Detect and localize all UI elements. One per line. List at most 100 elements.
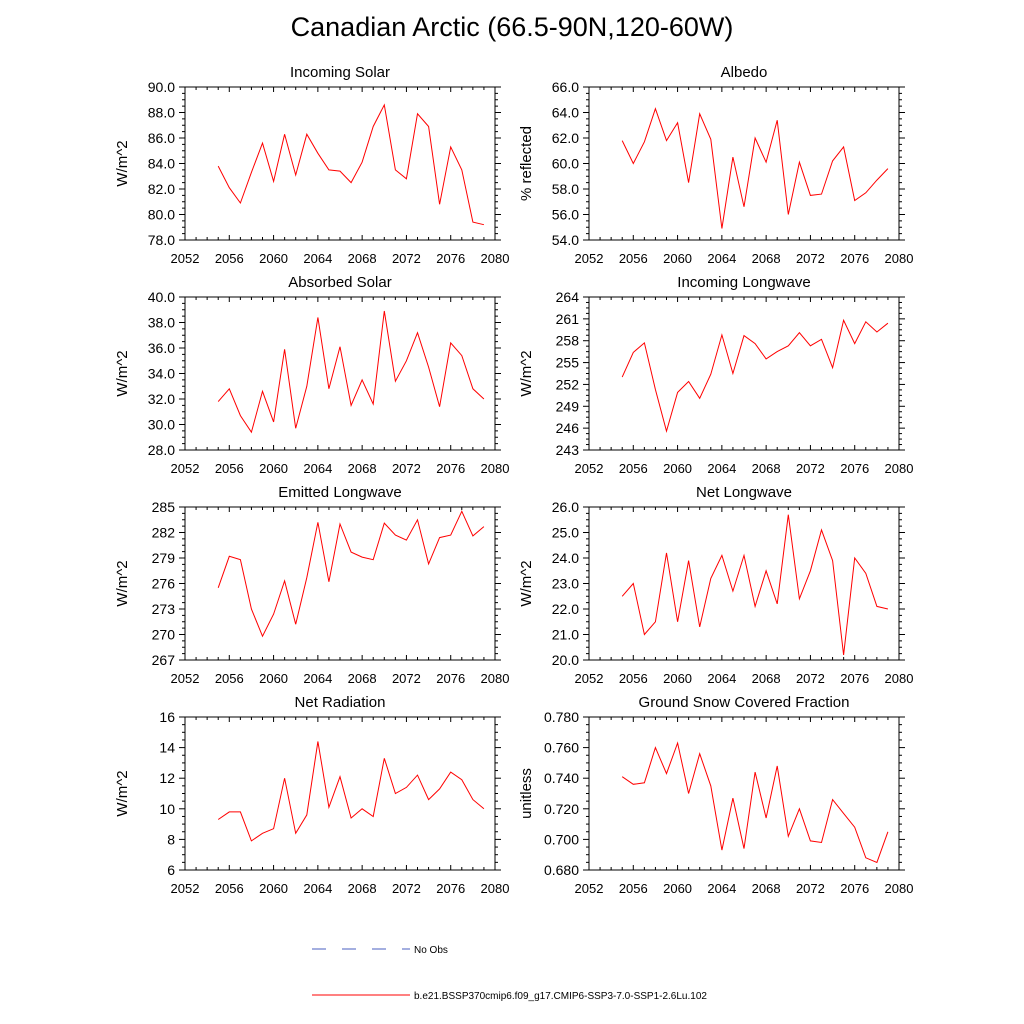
x-tick-label: 2052 [575,671,604,686]
y-tick-label: 64.0 [552,105,579,121]
y-tick-label: 78.0 [148,232,175,248]
x-tick-label: 2064 [707,461,736,476]
x-tick-label: 2072 [796,881,825,896]
x-tick-label: 2056 [215,881,244,896]
plot-frame [184,86,496,241]
y-tick-label: 246 [556,420,580,436]
y-tick-label: 56.0 [552,207,579,223]
series-line [217,741,485,842]
y-tick-label: 24.0 [552,550,579,566]
x-tick-label: 2064 [707,251,736,266]
panel-title: Net Radiation [295,694,386,711]
x-tick-label: 2076 [840,671,869,686]
x-tick-label: 2056 [215,251,244,266]
y-tick-label: 90.0 [148,79,175,95]
y-tick-label: 58.0 [552,181,579,197]
chart-panel: Ground Snow Covered Fraction unitless 2052… [518,694,913,896]
panel-title: Incoming Longwave [677,274,810,291]
legend: No Obs b.e21.BSSP370cmip6.f09_g17.CMIP6-S… [312,945,707,1002]
y-axis-label: unitless [518,768,535,819]
y-tick-label: 249 [556,398,580,414]
y-tick-label: 279 [152,550,176,566]
x-tick-label: 2056 [619,671,648,686]
x-tick-label: 2072 [392,671,421,686]
plot-frame [588,296,900,451]
x-tick-label: 2060 [663,671,692,686]
plot-frame [588,86,900,241]
plot-frame [184,296,496,451]
x-tick-label: 2060 [259,461,288,476]
y-tick-label: 60.0 [552,156,579,172]
x-tick-label: 2052 [171,461,200,476]
x-tick-label: 2080 [885,671,914,686]
y-tick-label: 252 [556,376,580,392]
y-tick-label: 0.740 [544,770,579,786]
x-tick-label: 2060 [663,461,692,476]
legend-obs-label: No Obs [414,945,448,956]
x-tick-label: 2052 [575,881,604,896]
y-tick-label: 0.700 [544,831,579,847]
x-tick-label: 2076 [436,671,465,686]
chart-panel: Net Longwave W/m^2 2052 2056 2060 2064 2068 207… [518,484,913,686]
y-tick-label: 16 [159,709,175,725]
plot-frame [184,716,496,871]
x-tick-label: 2064 [707,881,736,896]
series-line [217,510,485,638]
chart-panel: Net Radiation W/m^2 2052 2056 2060 2064 2068 20… [114,694,509,896]
y-axis-label: W/m^2 [114,560,131,606]
chart-panel: Emitted Longwave W/m^2 2052 2056 2060 2064 206… [114,484,509,686]
panel-title: Net Longwave [696,484,792,501]
x-tick-label: 2060 [663,251,692,266]
x-tick-label: 2068 [752,671,781,686]
y-tick-label: 20.0 [552,652,579,668]
y-tick-label: 14 [159,740,175,756]
x-tick-label: 2072 [392,461,421,476]
x-tick-label: 2076 [436,881,465,896]
x-tick-label: 2052 [171,671,200,686]
chart-panel: Incoming Solar W/m^2 2052 2056 2060 2064 2068 2… [114,64,509,266]
y-tick-label: 62.0 [552,130,579,146]
panel-title: Emitted Longwave [278,484,401,501]
x-tick-label: 2072 [796,671,825,686]
y-tick-label: 0.760 [544,740,579,756]
x-tick-label: 2060 [259,671,288,686]
x-tick-label: 2064 [303,671,332,686]
y-axis-label: W/m^2 [518,560,535,606]
y-axis-label: % reflected [518,126,535,201]
x-tick-label: 2056 [619,881,648,896]
x-tick-label: 2072 [392,251,421,266]
y-tick-label: 32.0 [148,391,175,407]
legend-model-label: b.e21.BSSP370cmip6.f09_g17.CMIP6-SSP3-7.… [414,991,707,1002]
x-tick-label: 2076 [436,461,465,476]
y-tick-label: 0.720 [544,801,579,817]
y-tick-label: 255 [556,355,580,371]
chart-panel: Absorbed Solar W/m^2 2052 2056 2060 2064 2068 2… [114,274,509,476]
y-tick-label: 26.0 [552,499,579,515]
y-tick-label: 267 [152,652,176,668]
x-tick-label: 2056 [215,671,244,686]
x-tick-label: 2072 [796,461,825,476]
y-tick-label: 264 [556,289,580,305]
y-tick-label: 6 [167,862,175,878]
x-tick-label: 2068 [348,251,377,266]
panel-title: Albedo [721,64,768,81]
y-tick-label: 34.0 [148,366,175,382]
series-line [217,103,485,226]
x-tick-label: 2076 [436,251,465,266]
y-tick-label: 285 [152,499,176,515]
x-tick-label: 2064 [303,461,332,476]
y-axis-label: W/m^2 [114,140,131,186]
series-line [621,318,889,433]
series-line [621,107,889,229]
x-tick-label: 2056 [215,461,244,476]
series-line [217,310,485,434]
y-tick-label: 261 [556,311,580,327]
chart-panel: Albedo % reflected 2052 2056 2060 2064 2068 207… [518,64,913,266]
y-tick-label: 86.0 [148,130,175,146]
x-tick-label: 2072 [392,881,421,896]
y-tick-label: 25.0 [552,525,579,541]
figure-title: Canadian Arctic (66.5-90N,120-60W) [290,12,734,42]
y-tick-label: 282 [152,525,176,541]
x-tick-label: 2080 [481,671,510,686]
